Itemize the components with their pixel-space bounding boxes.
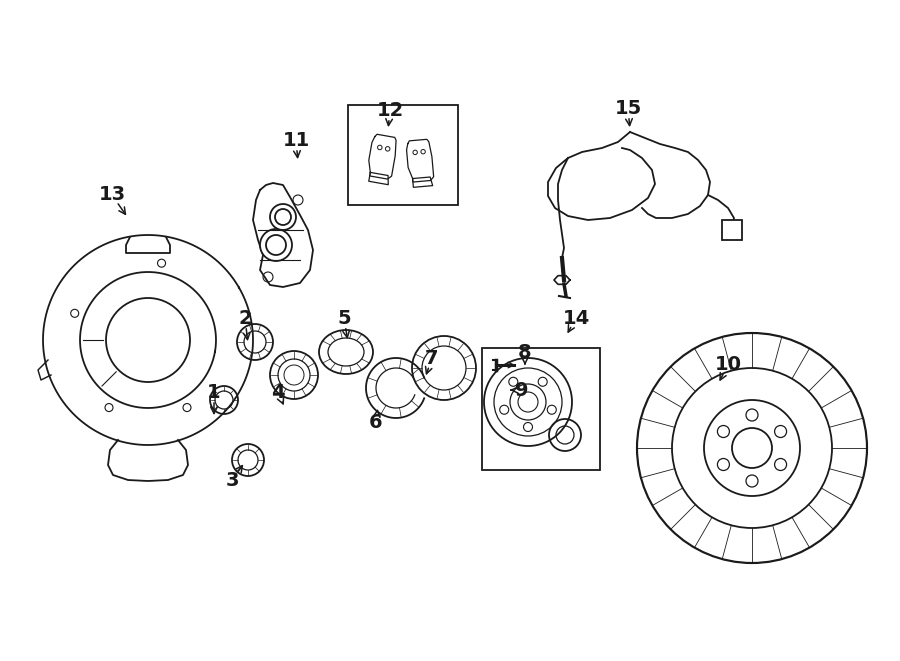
Text: 12: 12 xyxy=(376,100,403,120)
Polygon shape xyxy=(412,177,433,187)
Circle shape xyxy=(270,204,296,230)
Text: 4: 4 xyxy=(271,383,284,401)
Bar xyxy=(482,348,600,470)
Text: 1: 1 xyxy=(207,383,220,401)
Polygon shape xyxy=(407,139,434,182)
Polygon shape xyxy=(369,173,388,184)
Text: 9: 9 xyxy=(515,381,529,399)
Text: 11: 11 xyxy=(283,130,310,149)
Text: 6: 6 xyxy=(369,412,382,432)
Text: 3: 3 xyxy=(225,471,238,490)
Text: 15: 15 xyxy=(615,98,642,118)
Polygon shape xyxy=(253,183,313,287)
Polygon shape xyxy=(554,276,570,284)
Text: 10: 10 xyxy=(715,356,742,375)
Text: 8: 8 xyxy=(518,342,532,362)
Text: 2: 2 xyxy=(238,309,252,327)
Text: 5: 5 xyxy=(338,309,351,327)
Bar xyxy=(348,105,458,205)
Polygon shape xyxy=(369,134,396,179)
Text: 14: 14 xyxy=(562,309,590,327)
Circle shape xyxy=(260,229,292,261)
Text: 7: 7 xyxy=(425,348,439,368)
Text: 13: 13 xyxy=(98,186,126,204)
Bar xyxy=(722,220,742,240)
